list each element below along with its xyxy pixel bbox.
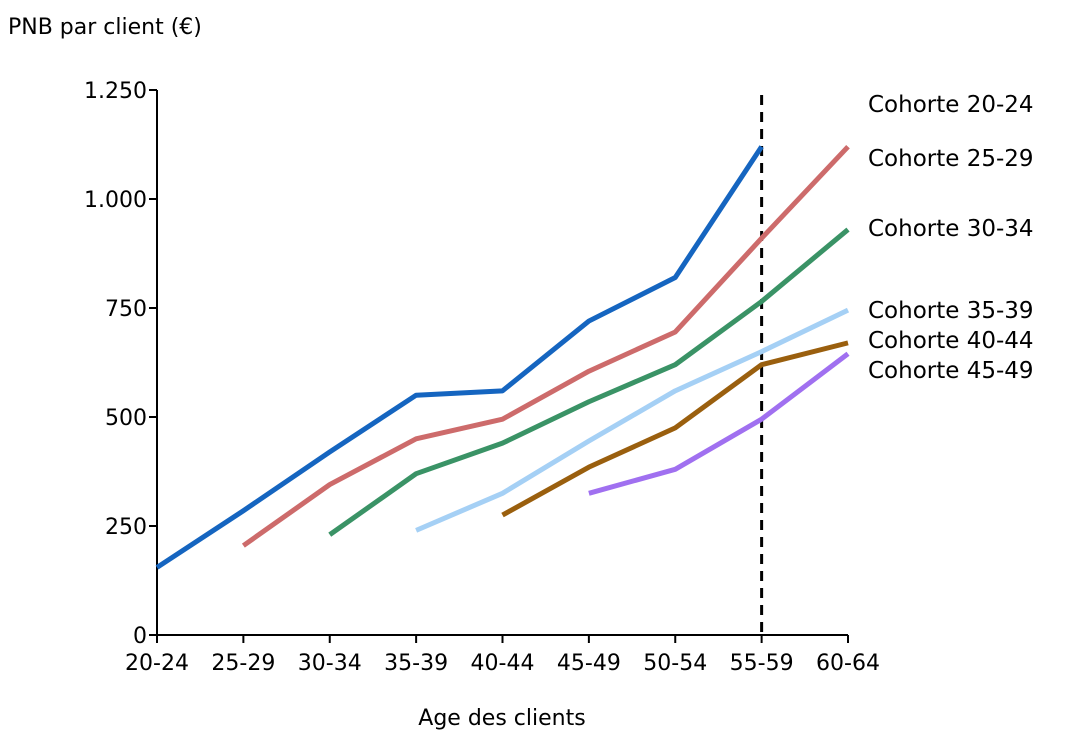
y-tick-label: 1.250 — [84, 79, 147, 104]
legend-entry: Cohorte 35-39 — [868, 298, 1034, 324]
series-group — [155, 144, 850, 570]
y-tick-label: 0 — [133, 624, 147, 649]
x-axis-title: Age des clients — [418, 706, 585, 731]
series-line-cohorte-45-49 — [588, 351, 850, 496]
axes: 0 250 500 750 1.000 1.250 20-24 25-29 30-34 35-39… — [84, 79, 880, 676]
series-line-cohorte-40-44 — [501, 340, 849, 518]
series-line-cohorte-30-34 — [328, 227, 850, 537]
x-tick-label: 50-54 — [643, 651, 707, 676]
y-tick-label: 750 — [105, 297, 147, 322]
x-tick-label: 55-59 — [730, 651, 794, 676]
legend: Cohorte 20-24 Cohorte 25-29 Cohorte 30-34 C… — [868, 92, 1034, 384]
legend-entry: Cohorte 25-29 — [868, 146, 1034, 172]
y-axis-title: PNB par client (€) — [8, 15, 202, 40]
legend-entry: Cohorte 45-49 — [868, 358, 1034, 384]
y-tick-label: 1.000 — [84, 188, 147, 213]
legend-entry: Cohorte 40-44 — [868, 328, 1034, 354]
x-tick-label: 20-24 — [125, 651, 189, 676]
legend-entry: Cohorte 30-34 — [868, 216, 1034, 242]
x-tick-label: 35-39 — [384, 651, 448, 676]
x-tick-label: 30-34 — [298, 651, 362, 676]
y-tick-label: 250 — [105, 515, 147, 540]
x-tick-label: 60-64 — [816, 651, 880, 676]
x-tick-label: 45-49 — [557, 651, 621, 676]
series-line-cohorte-25-29 — [241, 144, 850, 548]
legend-entry: Cohorte 20-24 — [868, 92, 1034, 118]
x-tick-label: 40-44 — [471, 651, 535, 676]
series-line-cohorte-35-39 — [415, 307, 850, 533]
x-tick-label: 25-29 — [211, 651, 275, 676]
y-tick-label: 500 — [105, 406, 147, 431]
series-line-cohorte-20-24 — [155, 145, 764, 570]
